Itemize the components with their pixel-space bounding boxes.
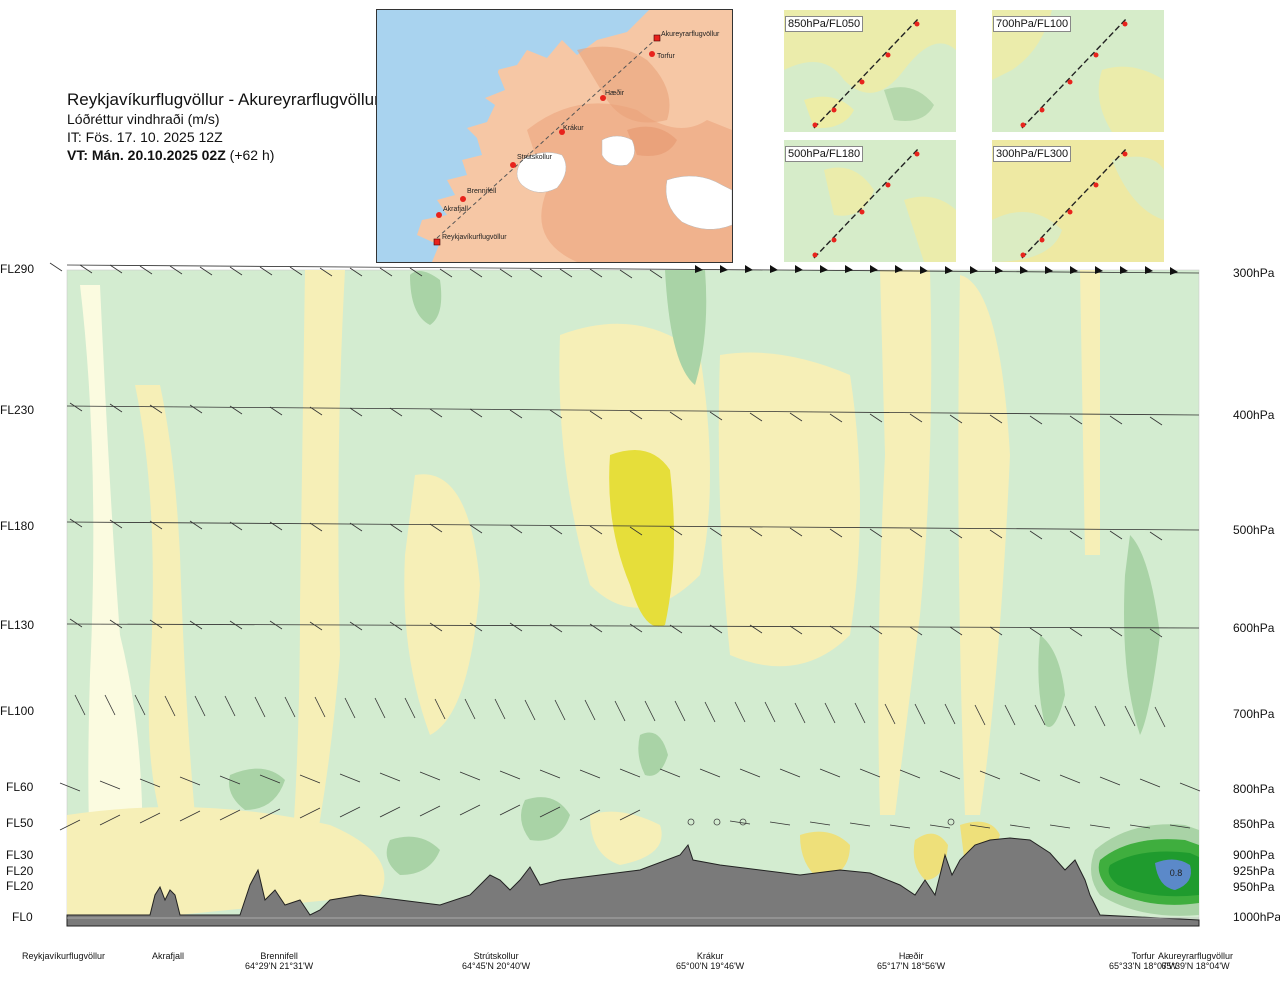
location-label: Torfur 65°33'N 18°07'W bbox=[1109, 951, 1178, 971]
mini-map-300: 300hPa/FL300 bbox=[992, 140, 1164, 262]
flight-level-label: FL20 bbox=[6, 879, 34, 893]
map-label-haedir: Hæðir bbox=[605, 89, 625, 97]
flight-level-label: FL30 bbox=[6, 848, 34, 862]
route-map-svg: Akureyrarflugvöllur Torfur Hæðir Krákur … bbox=[417, 10, 732, 262]
location-label: Strútskollur 64°45'N 20°40'W bbox=[462, 951, 531, 971]
map-label-torfur: Torfur bbox=[657, 53, 676, 60]
downdraft-core bbox=[609, 450, 674, 627]
map-label-krakur: Krákur bbox=[563, 125, 584, 132]
pressure-level-label: 900hPa bbox=[1233, 848, 1275, 862]
map-label-reykjavik: Reykjavíkurflugvöllur bbox=[442, 234, 507, 241]
location-label: Akureyrarflugvöllur 65°39'N 18°04'W bbox=[1158, 951, 1234, 971]
flight-level-label: FL180 bbox=[0, 519, 35, 533]
flight-level-label: FL230 bbox=[0, 403, 35, 417]
pressure-level-label: 850hPa bbox=[1233, 817, 1275, 831]
terrain-profile bbox=[66, 837, 1200, 927]
contour-value-label: 0.8 bbox=[1170, 868, 1183, 878]
mini-map-label: 700hPa/FL100 bbox=[993, 16, 1072, 32]
map-label-akrafjall: Akrafjall bbox=[443, 206, 468, 213]
cross-section-svg: 0.8 bbox=[49, 262, 1201, 927]
location-label: Hæðir 65°17'N 18°56'W bbox=[877, 951, 946, 971]
pressure-level-label: 600hPa bbox=[1233, 621, 1275, 635]
mini-map-label: 850hPa/FL050 bbox=[785, 16, 864, 32]
mini-map-label: 500hPa/FL180 bbox=[785, 146, 864, 162]
location-label: Krákur 65°00'N 19°46'W bbox=[676, 951, 745, 971]
flight-level-label: FL60 bbox=[6, 780, 34, 794]
map-label-strutskollur: Strútskollur bbox=[517, 154, 553, 161]
location-label: Reykjavíkurflugvöllur bbox=[22, 951, 106, 961]
pressure-level-label: 400hPa bbox=[1233, 408, 1275, 422]
flight-level-label: FL100 bbox=[0, 704, 35, 718]
flight-level-label: FL130 bbox=[0, 618, 35, 632]
map-label-brennifell: Brennifell bbox=[467, 188, 497, 195]
flight-level-label: FL290 bbox=[0, 262, 35, 276]
location-label: Akrafjall bbox=[152, 951, 185, 961]
pressure-level-label: 950hPa bbox=[1233, 880, 1275, 894]
mini-map-850: 850hPa/FL050 bbox=[784, 10, 956, 132]
mini-map-500: 500hPa/FL180 bbox=[784, 140, 956, 262]
title-block: Reykjavíkurflugvöllur - Akureyrarflugvöl… bbox=[67, 90, 380, 164]
flight-level-label: FL20 bbox=[6, 864, 34, 878]
mini-map-label: 300hPa/FL300 bbox=[993, 146, 1072, 162]
route-title: Reykjavíkurflugvöllur - Akureyrarflugvöl… bbox=[67, 90, 380, 109]
pressure-level-label: 300hPa bbox=[1233, 266, 1275, 280]
pressure-level-label: 1000hPa bbox=[1233, 910, 1280, 924]
initial-time: IT: Fös. 17. 10. 2025 12Z bbox=[67, 129, 223, 145]
pressure-level-label: 500hPa bbox=[1233, 523, 1275, 537]
wind-barbs bbox=[49, 262, 1201, 831]
lead-time: (+62 h) bbox=[229, 147, 275, 163]
map-label-akureyri: Akureyrarflugvöllur bbox=[661, 31, 720, 38]
updraft-core bbox=[1155, 859, 1191, 890]
pressure-level-label: 800hPa bbox=[1233, 782, 1275, 796]
valid-time-line: VT: Mán. 20.10.2025 02Z (+62 h) bbox=[67, 146, 380, 164]
pressure-level-label: 700hPa bbox=[1233, 707, 1275, 721]
pressure-level-label: 925hPa bbox=[1233, 864, 1275, 878]
flight-level-label: FL50 bbox=[6, 816, 34, 830]
mini-map-700: 700hPa/FL100 bbox=[992, 10, 1164, 132]
cross-section: 0.8 FL290 FL230 FL180 FL130 FL100 bbox=[0, 255, 1280, 935]
valid-time: VT: Mán. 20.10.2025 02Z bbox=[67, 147, 226, 163]
parameter-title: Lóðréttur vindhraði (m/s) bbox=[67, 111, 220, 127]
location-label: Brennifell 64°29'N 21°31'W bbox=[245, 951, 314, 971]
flight-level-label: FL0 bbox=[12, 910, 33, 924]
route-map: Akureyrarflugvöllur Torfur Hæðir Krákur … bbox=[376, 9, 733, 263]
